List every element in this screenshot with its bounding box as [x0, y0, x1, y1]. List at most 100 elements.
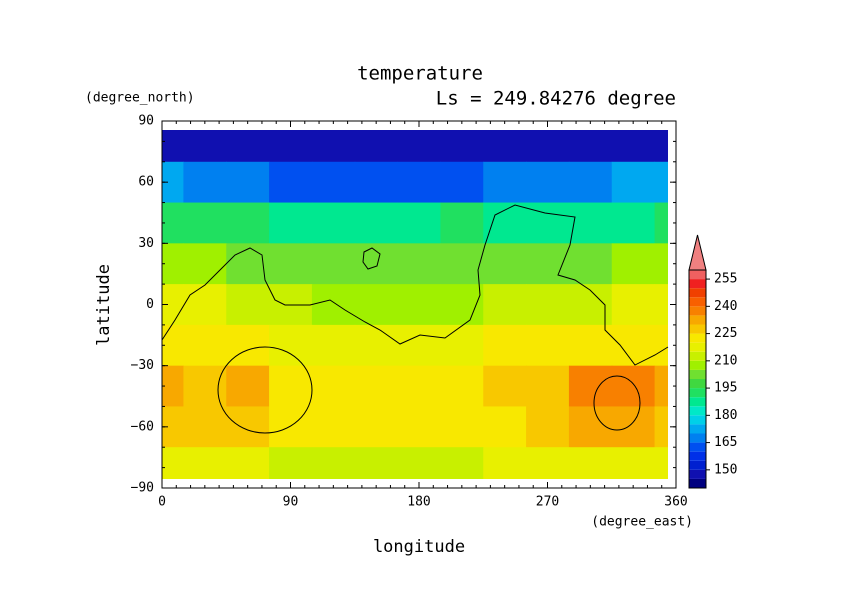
cell: [183, 243, 227, 285]
cell: [162, 447, 184, 479]
cell: [654, 202, 668, 244]
cell: [568, 447, 613, 479]
cell: [354, 130, 399, 163]
cell: [354, 324, 399, 367]
cell: [354, 365, 399, 407]
cell: [183, 202, 227, 244]
cell: [440, 202, 484, 244]
cell: [226, 406, 270, 448]
cell: [269, 365, 313, 407]
colorbar-box: [689, 342, 706, 352]
colorbar-label: 240: [714, 299, 737, 314]
cell: [483, 284, 527, 326]
cell: [226, 447, 270, 479]
cell: [526, 130, 570, 163]
cell: [611, 202, 656, 244]
colorbar-box: [689, 270, 706, 280]
cell: [269, 130, 313, 163]
cell: [269, 324, 313, 367]
colorbar-box: [689, 369, 706, 379]
colorbar-box: [689, 333, 706, 343]
cell: [311, 365, 356, 407]
cell: [269, 243, 313, 285]
cell: [354, 202, 399, 244]
colorbar-label: 180: [714, 408, 737, 423]
colorbar-label: 210: [714, 353, 737, 368]
cell: [440, 284, 484, 326]
y-tick-label: 30: [138, 236, 154, 251]
cell: [311, 447, 356, 479]
cell: [226, 243, 270, 285]
cell: [654, 284, 668, 326]
cell: [397, 130, 441, 163]
cell: [568, 130, 613, 163]
cell: [311, 161, 356, 204]
cell: [568, 243, 613, 285]
cell: [526, 284, 570, 326]
colorbar-box: [689, 424, 706, 434]
cell: [354, 447, 399, 479]
colorbar-box: [689, 351, 706, 361]
colorbar-box: [689, 478, 706, 488]
cell: [611, 284, 656, 326]
contour-line: [217, 346, 313, 434]
colorbar-box: [689, 315, 706, 325]
chart-title: temperature: [357, 63, 483, 85]
cell: [654, 324, 668, 367]
cell: [526, 324, 570, 367]
cell: [611, 243, 656, 285]
cell: [226, 161, 270, 204]
colorbar-box: [689, 379, 706, 389]
cell: [440, 447, 484, 479]
contour-line: [161, 204, 669, 366]
cell: [311, 130, 356, 163]
cell: [526, 406, 570, 448]
x-tick-label: 0: [158, 495, 166, 510]
cell: [483, 406, 527, 448]
cell: [162, 243, 184, 285]
cell: [483, 324, 527, 367]
cell: [183, 284, 227, 326]
cell: [397, 406, 441, 448]
cell: [483, 161, 527, 204]
colorbar-box: [689, 469, 706, 479]
cell: [526, 161, 570, 204]
colorbar-box: [689, 324, 706, 334]
cell: [162, 324, 184, 367]
cell: [354, 243, 399, 285]
colorbar-box: [689, 406, 706, 416]
cell: [440, 406, 484, 448]
cell: [183, 365, 227, 407]
cell: [654, 447, 668, 479]
cell: [269, 447, 313, 479]
y-tick-label: 90: [138, 114, 154, 129]
cell: [611, 406, 656, 448]
cell: [162, 406, 184, 448]
cell: [654, 365, 668, 407]
cell: [354, 284, 399, 326]
cell: [226, 130, 270, 163]
colorbar-box: [689, 388, 706, 398]
x-unit: (degree_east): [591, 515, 693, 530]
field: [162, 130, 668, 479]
cell: [568, 365, 613, 407]
cell: [226, 324, 270, 367]
colorbar-label: 165: [714, 435, 737, 450]
colorbar-label: 150: [714, 462, 737, 477]
x-tick-label: 90: [283, 495, 299, 510]
cell: [611, 447, 656, 479]
cell: [654, 406, 668, 448]
cell: [611, 130, 656, 163]
cell: [311, 243, 356, 285]
cell: [311, 324, 356, 367]
cell: [226, 284, 270, 326]
cell: [568, 161, 613, 204]
colorbar-box: [689, 397, 706, 407]
x-tick-label: 180: [407, 495, 430, 510]
y-tick-label: 0: [146, 297, 154, 312]
cell: [440, 243, 484, 285]
cell: [568, 202, 613, 244]
y-axis-title: latitude: [94, 264, 114, 346]
cell: [526, 447, 570, 479]
